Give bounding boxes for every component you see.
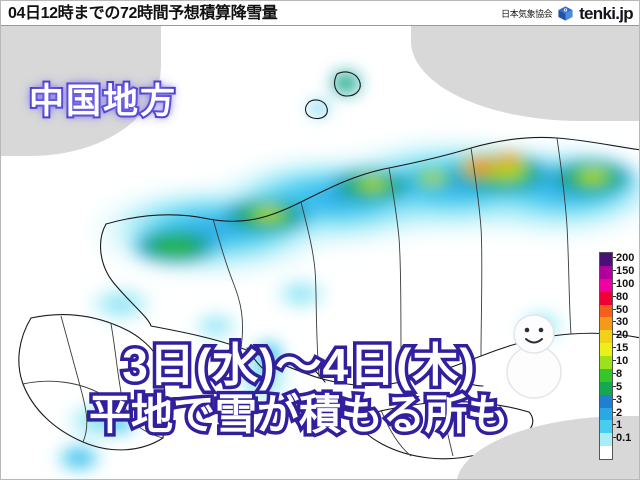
- prefecture-border-layer: [22, 137, 572, 457]
- legend-swatch: [600, 368, 612, 382]
- map-graphic: [18, 70, 639, 474]
- legend-tick: [613, 411, 616, 413]
- legend-tick: [613, 360, 616, 361]
- legend-tick: [613, 385, 616, 387]
- legend-label: 30: [616, 316, 629, 329]
- map-canvas[interactable]: 中国地方 3日(水)〜4日(木) 平地で雪が積もる所も 200 150 100 80 5…: [1, 26, 639, 479]
- legend-label: 15: [616, 342, 629, 355]
- legend-label: 20: [616, 329, 629, 342]
- legend-swatch: [600, 278, 612, 292]
- legend-tick: [613, 295, 616, 297]
- legend-tick: [613, 334, 616, 336]
- legend-tick: [613, 398, 616, 400]
- legend-label: 5: [616, 380, 623, 393]
- legend-label: 50: [616, 303, 629, 316]
- legend-swatch: [600, 304, 612, 318]
- legend-tick: [613, 282, 616, 284]
- legend-color-bar: [599, 252, 613, 460]
- legend-tick: [613, 372, 616, 374]
- legend-tick: [613, 321, 616, 323]
- legend-label: 100: [616, 277, 635, 290]
- legend-label: 3: [616, 393, 623, 406]
- legend-swatch: [600, 381, 612, 395]
- header-bar: 04日12時までの72時間予想積算降雪量 日本気象協会 tenki.jp: [1, 1, 639, 26]
- legend-tick: [613, 424, 616, 426]
- legend-tick: [613, 257, 616, 258]
- legend-swatch: [600, 253, 612, 266]
- legend-swatch: [600, 356, 612, 369]
- legend-label: 2: [616, 406, 623, 419]
- legend-swatch: [600, 420, 612, 434]
- legend-tick: [613, 437, 616, 439]
- legend-swatch: [600, 317, 612, 331]
- page-title: 04日12時までの72時間予想積算降雪量: [8, 5, 278, 22]
- region-label: 中国地方: [27, 80, 178, 123]
- brand-block[interactable]: 日本気象協会 tenki.jp: [501, 4, 634, 23]
- legend-swatch: [600, 394, 612, 408]
- legend-label: 150: [616, 264, 635, 277]
- legend-swatch: [600, 343, 612, 356]
- legend-swatch: [600, 407, 612, 421]
- legend-tick: [613, 269, 616, 271]
- tenki-cube-icon: [557, 5, 574, 22]
- legend-label: 0.1: [616, 432, 632, 445]
- legend-label-list: 200 150 100 80 50 30 20 15 10 8 5 3 2 1 0.1: [613, 252, 639, 460]
- legend: 200 150 100 80 50 30 20 15 10 8 5 3 2 1 0.1: [599, 252, 639, 460]
- legend-swatch-none: [600, 446, 612, 459]
- legend-swatch: [600, 433, 612, 447]
- legend-tick: [613, 308, 616, 310]
- snowfall-field: [53, 70, 639, 474]
- legend-swatch: [600, 330, 612, 344]
- legend-swatch: [600, 265, 612, 279]
- legend-label: 200: [616, 252, 635, 264]
- brand-organization-label: 日本気象協会: [501, 9, 553, 19]
- legend-label: 80: [616, 290, 629, 303]
- snowman-icon: [496, 304, 572, 402]
- legend-label: 10: [616, 355, 629, 367]
- legend-tick: [613, 347, 616, 349]
- legend-label: 1: [616, 419, 623, 432]
- brand-site-label: tenki.jp: [579, 4, 634, 23]
- legend-label: 8: [616, 367, 623, 380]
- legend-swatch: [600, 291, 612, 305]
